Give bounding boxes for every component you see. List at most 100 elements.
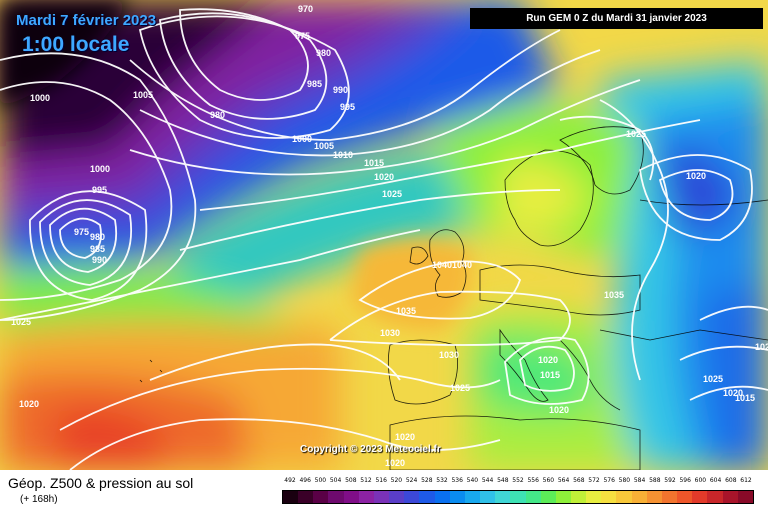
isobar-label: 980	[90, 232, 105, 242]
color-scale-label: 532	[436, 477, 448, 484]
isobar-label: 1020	[19, 399, 39, 409]
color-scale-swatch	[328, 491, 344, 503]
isobar-label: 980	[316, 48, 331, 58]
isobar-label: 1020	[385, 458, 405, 468]
isobar-label: 1015	[540, 370, 560, 380]
isobar-label: 970	[298, 4, 313, 14]
isobar-label: 1025	[703, 374, 723, 384]
color-scale-swatch	[434, 491, 450, 503]
color-scale-swatch	[661, 491, 678, 503]
color-scale-label: 524	[405, 477, 418, 484]
isobar-label: 975	[295, 31, 310, 41]
model-run-info: Run GEM 0 Z du Mardi 31 janvier 2023	[470, 8, 763, 29]
color-scale-label: 512	[360, 477, 372, 484]
geopotential-field	[0, 0, 768, 470]
map-canvas: 970 975 980 985 990 995 1000 1005 980 10…	[0, 0, 768, 470]
isobar-label: 1005	[133, 90, 153, 100]
color-scale-swatch	[616, 491, 632, 503]
color-scale-label: 596	[679, 477, 691, 484]
color-scale-swatch	[722, 491, 738, 503]
color-scale-swatch	[555, 491, 571, 503]
isobar-label: 1020	[723, 388, 743, 398]
color-scale-swatch	[646, 491, 662, 503]
isobar-label: 1020	[374, 172, 394, 182]
isobar-label: 1020	[549, 405, 569, 415]
forecast-time-title: 1:00 locale	[22, 33, 130, 56]
isobar-label: 995	[92, 185, 107, 195]
color-scale-label: 592	[664, 477, 676, 484]
isobar-label: 990	[92, 255, 107, 265]
color-scale-swatch	[419, 491, 435, 503]
isobar-label: 1040	[432, 260, 452, 270]
color-scale-label: 612	[740, 477, 752, 484]
isobar-label: 1020	[686, 171, 706, 181]
color-scale-label: 572	[588, 477, 600, 484]
color-scale-swatch	[495, 491, 511, 503]
isobar-label: 995	[340, 102, 355, 112]
color-scale-label: 544	[481, 477, 494, 484]
color-scale-swatch	[510, 491, 526, 503]
color-scale-swatch	[283, 491, 299, 503]
color-scale-label: 600	[694, 477, 707, 484]
color-scale-label: 504	[329, 477, 342, 484]
color-scale-labels: 492 496 500 504 508 512 516 520 524 528 532 536 540 5…	[282, 477, 754, 489]
color-scale-swatch	[540, 491, 556, 503]
isobar-label: 1025	[11, 317, 31, 327]
color-scale-label: 508	[345, 477, 357, 484]
color-scale: 492 496 500 504 508 512 516 520 524 528 532 536 540 5…	[282, 477, 754, 505]
color-scale-label: 576	[603, 477, 615, 484]
color-scale-swatch	[601, 491, 617, 503]
isobar-label: 1035	[396, 306, 416, 316]
color-scale-label: 492	[284, 477, 296, 484]
color-scale-label: 584	[633, 477, 646, 484]
isobar-label: 1020	[755, 342, 768, 352]
isobar-label: 1005	[314, 141, 334, 151]
isobar-label: 1000	[30, 93, 50, 103]
isobar-label: 1035	[604, 290, 624, 300]
forecast-date-title: Mardi 7 février 2023	[16, 12, 157, 29]
color-scale-swatches	[282, 490, 754, 504]
isobar-label: 980	[210, 110, 225, 120]
color-scale-label: 528	[421, 477, 433, 484]
color-scale-swatch	[389, 491, 405, 503]
color-scale-swatch	[343, 491, 359, 503]
color-scale-swatch	[464, 491, 481, 503]
isobar-label: 1015	[364, 158, 384, 168]
color-scale-swatch	[631, 491, 647, 503]
copyright-notice: Copyright © 2023 Meteociel.fr	[300, 444, 441, 455]
color-scale-label: 540	[466, 477, 479, 484]
color-scale-label: 604	[709, 477, 722, 484]
color-scale-label: 580	[618, 477, 631, 484]
coastlines	[139, 126, 768, 470]
color-scale-label: 500	[314, 477, 327, 484]
color-scale-swatch	[298, 491, 314, 503]
color-scale-swatch	[480, 491, 496, 503]
isobar-label: 1000	[292, 134, 312, 144]
legend-subtitle: (+ 168h)	[20, 494, 58, 505]
color-scale-label: 496	[299, 477, 311, 484]
color-scale-swatch	[525, 491, 541, 503]
color-scale-swatch	[449, 491, 465, 503]
color-scale-label: 520	[390, 477, 403, 484]
color-scale-swatch	[570, 491, 587, 503]
isobar-label: 1030	[380, 328, 400, 338]
color-scale-swatch	[586, 491, 602, 503]
isobar-label: 1030	[439, 350, 459, 360]
color-scale-swatch	[358, 491, 374, 503]
color-scale-label: 568	[573, 477, 585, 484]
isobar-label: 1025	[382, 189, 402, 199]
isobar-label: 1020	[538, 355, 558, 365]
legend-title: Géop. Z500 & pression au sol	[8, 475, 194, 491]
isobar-label: 975	[74, 227, 89, 237]
isobar-labels: 970 975 980 985 990 995 1000 1005 980 10…	[11, 4, 768, 468]
isobar-label: 985	[90, 244, 105, 254]
isobars	[0, 8, 768, 470]
color-scale-label: 556	[527, 477, 539, 484]
color-scale-label: 548	[497, 477, 509, 484]
isobar-label: 1040	[452, 260, 472, 270]
isobar-label: 1015	[735, 393, 755, 403]
color-scale-label: 516	[375, 477, 387, 484]
isobar-label: 1025	[626, 129, 646, 139]
isobar-label: 985	[307, 79, 322, 89]
isobar-label: 1000	[90, 164, 110, 174]
